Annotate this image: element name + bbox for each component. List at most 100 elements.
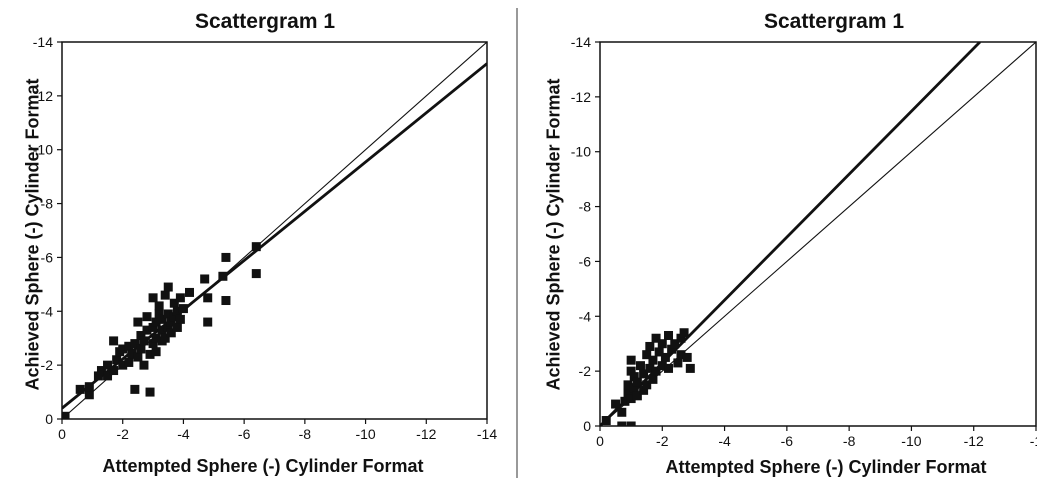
data-point bbox=[169, 298, 179, 308]
x-tick-label: -4 bbox=[177, 426, 190, 442]
plot-area bbox=[62, 42, 487, 419]
data-point bbox=[130, 384, 140, 394]
data-point bbox=[139, 360, 149, 370]
x-tick-label: -8 bbox=[299, 426, 312, 442]
data-point bbox=[148, 322, 158, 332]
data-point bbox=[142, 312, 152, 322]
data-point bbox=[676, 333, 686, 343]
x-tick-label: -6 bbox=[781, 433, 794, 449]
x-tick-label: 0 bbox=[58, 426, 66, 442]
scatter-plot-right: 0-2-4-6-8-10-12-10-2-4-6-8-10-12-14 bbox=[571, 34, 1037, 449]
identity-line bbox=[600, 42, 1036, 426]
data-point bbox=[645, 341, 655, 351]
data-point bbox=[96, 366, 106, 376]
chart-panel-left: Scattergram 1 Achieved Sphere (-) Cylind… bbox=[0, 0, 515, 487]
x-tick-label: -1 bbox=[1030, 433, 1037, 449]
data-point bbox=[163, 282, 173, 292]
data-point bbox=[629, 372, 639, 382]
data-point bbox=[151, 317, 161, 327]
data-point bbox=[221, 252, 231, 262]
y-tick-label: -10 bbox=[33, 142, 53, 158]
data-point bbox=[124, 341, 134, 351]
data-point bbox=[157, 325, 167, 335]
data-point bbox=[118, 360, 128, 370]
plot-area bbox=[600, 42, 1036, 426]
data-point bbox=[623, 388, 633, 398]
data-point bbox=[642, 380, 652, 390]
data-point bbox=[93, 371, 103, 381]
data-point bbox=[84, 390, 94, 400]
data-point bbox=[151, 347, 161, 357]
x-tick-label: -14 bbox=[477, 426, 497, 442]
data-point bbox=[626, 366, 636, 376]
data-point bbox=[62, 411, 70, 419]
data-point bbox=[620, 396, 630, 406]
x-tick-label: -12 bbox=[964, 433, 984, 449]
data-point bbox=[667, 344, 677, 354]
data-point bbox=[221, 296, 231, 306]
data-point bbox=[175, 314, 185, 324]
panel-divider bbox=[516, 8, 518, 478]
data-point bbox=[112, 355, 122, 365]
y-tick-label: 0 bbox=[45, 411, 53, 427]
y-tick-label: -4 bbox=[41, 303, 54, 319]
data-point bbox=[84, 382, 94, 392]
data-point bbox=[635, 361, 645, 371]
data-point bbox=[601, 416, 611, 426]
data-point bbox=[639, 369, 649, 379]
y-tick-label: -4 bbox=[579, 308, 592, 324]
data-point bbox=[664, 363, 674, 373]
data-point bbox=[626, 394, 636, 404]
data-point bbox=[103, 360, 113, 370]
data-point bbox=[148, 293, 158, 303]
data-point bbox=[648, 374, 658, 384]
data-point bbox=[200, 274, 210, 284]
data-point bbox=[685, 363, 695, 373]
y-tick-label: -12 bbox=[571, 89, 591, 105]
scatter-plot-left: 0 -2 -4 -6 -8 -10 -12 -14 0 -2 -4 -6 -8 -10 -12 -14 bbox=[33, 34, 498, 442]
data-point bbox=[133, 352, 143, 362]
data-point bbox=[154, 301, 164, 311]
data-point bbox=[651, 366, 661, 376]
data-point bbox=[169, 312, 179, 322]
data-point bbox=[163, 322, 173, 332]
data-point bbox=[664, 330, 674, 340]
x-tick-label: -4 bbox=[718, 433, 731, 449]
x-tick-label: -12 bbox=[416, 426, 436, 442]
chart-panel-right: Scattergram 1 Achieved Sphere (-) Cylind… bbox=[519, 0, 1037, 487]
y-tick-label: -2 bbox=[41, 357, 54, 373]
data-point bbox=[632, 391, 642, 401]
data-point bbox=[629, 383, 639, 393]
data-point bbox=[651, 333, 661, 343]
y-tick-label: -6 bbox=[579, 253, 592, 269]
data-point bbox=[218, 271, 228, 281]
data-point bbox=[676, 350, 686, 360]
y-tick-label: -10 bbox=[571, 144, 591, 160]
data-point bbox=[172, 306, 182, 316]
y-tick-label: -14 bbox=[571, 34, 591, 50]
data-point bbox=[657, 361, 667, 371]
chart-title: Scattergram 1 bbox=[763, 10, 905, 33]
plot-frame bbox=[599, 41, 1037, 427]
data-point bbox=[682, 352, 692, 362]
data-point bbox=[632, 377, 642, 387]
data-point bbox=[611, 399, 621, 409]
x-tick-label: -6 bbox=[238, 426, 251, 442]
data-point bbox=[145, 387, 155, 397]
data-point bbox=[203, 293, 213, 303]
y-tick-label: -2 bbox=[579, 363, 592, 379]
x-tick-label: -2 bbox=[656, 433, 669, 449]
data-point bbox=[623, 380, 633, 390]
y-tick-label: 0 bbox=[583, 418, 591, 434]
x-axis-label: Attempted Sphere (-) Cylinder Format bbox=[665, 457, 987, 477]
regression-line bbox=[62, 62, 487, 410]
y-tick-label: -12 bbox=[33, 88, 53, 104]
x-tick-label: -10 bbox=[901, 433, 921, 449]
data-point bbox=[639, 385, 649, 395]
data-point bbox=[124, 357, 134, 367]
data-point bbox=[151, 333, 161, 343]
x-tick-label: 0 bbox=[596, 433, 604, 449]
data-point bbox=[130, 339, 140, 349]
x-tick-label: -10 bbox=[355, 426, 375, 442]
data-point bbox=[166, 317, 176, 327]
